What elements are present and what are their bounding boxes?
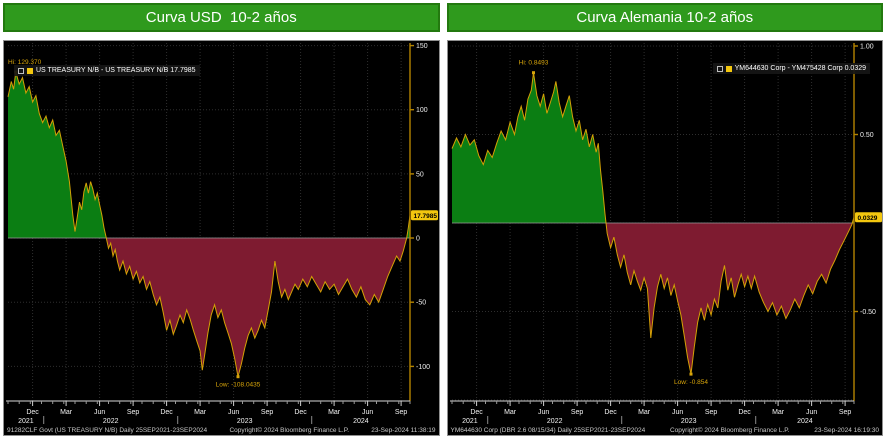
y-tick-label: 0.50 [860, 132, 874, 139]
footer-timestamp: 23-Sep-2024 16:19:30 [814, 427, 879, 434]
year-label: 2021 [462, 418, 478, 425]
y-tick-label: 0 [416, 236, 420, 243]
month-label: Dec [604, 409, 617, 416]
month-label: Dec [160, 409, 173, 416]
month-label: Dec [26, 409, 39, 416]
month-label: Jun [228, 409, 239, 416]
year-label: 2024 [353, 418, 369, 425]
y-tick-label: -0.50 [860, 309, 876, 316]
series-number-marker-icon [18, 67, 24, 74]
year-label: 2022 [103, 418, 119, 425]
y-tick-label: 100 [416, 107, 428, 114]
chart-footer-usd: 91282CLF Govt (US TREASURY N/B) Daily 25… [7, 427, 436, 434]
year-label: 2021 [18, 418, 34, 425]
month-label: Sep [395, 409, 408, 416]
legend-usd: US TREASURY N/B - US TREASURY N/B 17.798… [14, 65, 200, 76]
last-value-box [411, 210, 438, 221]
month-label: Sep [838, 409, 851, 416]
month-label: Sep [127, 409, 140, 416]
panel-usd: Curva USD 10-2 años US TREASURY N/B - US… [3, 3, 440, 436]
year-label: 2023 [680, 418, 696, 425]
footer-timestamp: 23-Sep-2024 11:38:19 [371, 427, 436, 434]
month-label: Sep [570, 409, 583, 416]
last-value-label: 0.0329 [857, 215, 877, 222]
chart-svg-germany: 1.00 0.50 -0.50 Dec Mar Jun Sep Dec Mar Jun Sep Dec… [449, 43, 882, 425]
month-label: Jun [537, 409, 548, 416]
month-label: Mar [194, 409, 207, 416]
y-tick-label: -100 [416, 364, 430, 371]
year-label: 2023 [237, 418, 253, 425]
footer-ticker: 91282CLF Govt (US TREASURY N/B) Daily 25… [7, 427, 208, 434]
month-label: Dec [470, 409, 483, 416]
month-label: Jun [671, 409, 682, 416]
series-number-marker-icon [716, 65, 723, 72]
month-label: Sep [261, 409, 274, 416]
chart-footer-germany: YM644630 Corp (DBR 2.6 08/15/34) Daily 2… [451, 427, 880, 434]
month-label: Mar [60, 409, 73, 416]
month-label: Sep [704, 409, 717, 416]
month-ticks [451, 401, 854, 406]
area-positive [451, 72, 854, 223]
panel-title-germany: Curva Alemania 10-2 años [446, 3, 883, 32]
hi-annotation: Hi: 0.8493 [518, 60, 548, 67]
month-label: Jun [362, 409, 373, 416]
area-negative [451, 223, 854, 375]
month-label: Jun [94, 409, 105, 416]
y-tick-label: 1.00 [860, 44, 874, 51]
legend-swatch-icon [27, 67, 33, 74]
footer-copyright: Copyright© 2024 Bloomberg Finance L.P. [229, 427, 350, 434]
legend-label: US TREASURY N/B - US TREASURY N/B 17.798… [36, 67, 196, 74]
year-label: 2024 [797, 418, 813, 425]
low-annotation: Low: -0.854 [674, 379, 708, 386]
footer-ticker: YM644630 Corp (DBR 2.6 08/15/34) Daily 2… [450, 427, 646, 434]
legend-germany: YM644630 Corp - YM475428 Corp 0.0329 [712, 63, 870, 74]
month-ticks [7, 401, 411, 406]
month-label: Mar [504, 409, 517, 416]
chart-svg-usd: 150 100 50 0 -50 -100 Dec Mar Jun Sep Dec Mar Jun Sep… [6, 43, 438, 425]
month-label: Dec [738, 409, 751, 416]
panel-title-usd: Curva USD 10-2 años [3, 3, 440, 32]
panel-germany: Curva Alemania 10-2 años YM644630 Corp -… [446, 3, 883, 436]
month-label: Dec [294, 409, 307, 416]
month-label: Mar [328, 409, 341, 416]
hi-annotation: Hi: 129.370 [8, 59, 42, 66]
legend-swatch-icon [725, 65, 732, 72]
series-line [451, 72, 854, 375]
low-marker-icon [236, 375, 240, 379]
chart-germany: YM644630 Corp - YM475428 Corp 0.0329 1.0… [446, 40, 883, 436]
year-label: 2022 [546, 418, 562, 425]
month-label: Jun [805, 409, 816, 416]
last-value-box [854, 212, 882, 223]
y-tick-label: 150 [416, 43, 428, 50]
month-label: Mar [772, 409, 785, 416]
y-tick-label: -50 [416, 300, 426, 307]
month-label: Mar [638, 409, 651, 416]
low-marker-icon [689, 372, 692, 376]
y-tick-label: 50 [416, 171, 424, 178]
hi-marker-icon [531, 71, 535, 75]
last-value-label: 17.7985 [414, 213, 438, 220]
chart-usd: US TREASURY N/B - US TREASURY N/B 17.798… [3, 40, 440, 436]
footer-copyright: Copyright© 2024 Bloomberg Finance L.P. [669, 427, 790, 434]
low-annotation: Low: -108.0435 [216, 382, 261, 389]
area-positive [8, 72, 410, 238]
legend-label: YM644630 Corp - YM475428 Corp 0.0329 [734, 65, 866, 72]
area-negative [8, 238, 410, 377]
series-line [7, 71, 411, 377]
